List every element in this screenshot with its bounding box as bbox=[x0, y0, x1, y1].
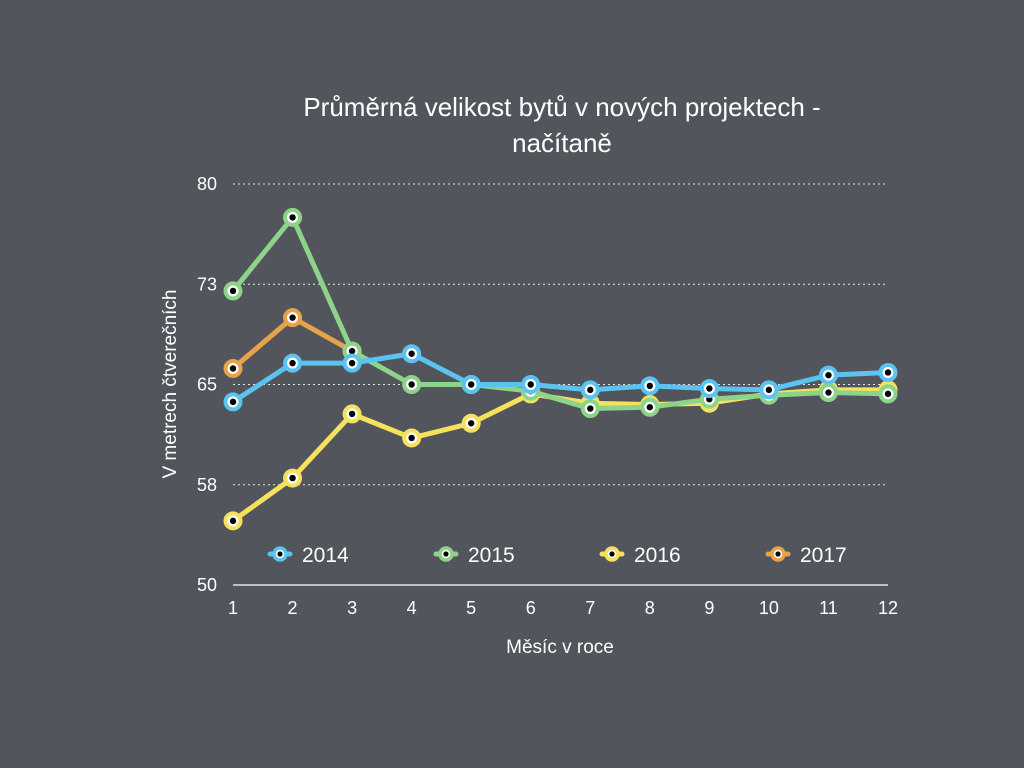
y-tick-label: 50 bbox=[197, 575, 217, 595]
legend-label: 2014 bbox=[302, 544, 349, 567]
data-point-center bbox=[706, 385, 713, 392]
x-tick-label: 4 bbox=[407, 598, 417, 618]
x-tick-label: 9 bbox=[704, 598, 714, 618]
x-tick-label: 10 bbox=[759, 598, 779, 618]
data-point-center bbox=[527, 381, 534, 388]
data-point-center bbox=[467, 420, 475, 427]
data-point-center bbox=[825, 389, 832, 396]
data-point-center bbox=[646, 382, 654, 390]
x-tick-label: 2 bbox=[288, 598, 298, 618]
y-tick-label: 73 bbox=[197, 274, 217, 294]
x-tick-label: 8 bbox=[645, 598, 655, 618]
legend-item-2014: 2014 bbox=[267, 544, 349, 567]
y-axis-title: V metrech čtverečních bbox=[160, 289, 181, 478]
data-point-center bbox=[348, 410, 356, 418]
data-point-center bbox=[289, 359, 296, 367]
data-point-center bbox=[289, 214, 296, 221]
x-tick-label: 7 bbox=[585, 598, 595, 618]
series-2016 bbox=[223, 380, 898, 531]
legend: 2014 2015 2016 2017 bbox=[267, 544, 847, 567]
data-point-center bbox=[408, 381, 415, 388]
x-axis-title: Měsíc v roce bbox=[506, 637, 614, 658]
data-point-center bbox=[348, 347, 356, 355]
data-point-center bbox=[765, 386, 773, 394]
data-point-center bbox=[587, 386, 594, 394]
data-point-center bbox=[229, 517, 237, 525]
data-point-center bbox=[289, 314, 296, 321]
data-point-center bbox=[229, 365, 237, 372]
legend-item-2016: 2016 bbox=[599, 544, 681, 567]
data-point-center bbox=[229, 398, 237, 406]
chart-title-line-1: Průměrná velikost bytů v nových projekte… bbox=[303, 92, 820, 122]
x-tick-label: 12 bbox=[878, 598, 898, 618]
x-axis-ticks: 1 2 3 4 5 6 7 8 9 10 11 12 bbox=[228, 598, 898, 618]
x-tick-label: 6 bbox=[526, 598, 536, 618]
y-tick-label: 65 bbox=[197, 375, 217, 395]
data-point-center bbox=[229, 287, 237, 295]
legend-item-2017: 2017 bbox=[765, 544, 847, 567]
x-tick-label: 1 bbox=[228, 598, 238, 618]
data-point-center bbox=[289, 474, 296, 482]
data-point-center bbox=[408, 434, 415, 442]
legend-swatch-center bbox=[277, 551, 283, 557]
series-line-2015 bbox=[230, 214, 891, 412]
y-tick-label: 80 bbox=[197, 174, 217, 194]
legend-item-2015: 2015 bbox=[433, 544, 515, 567]
x-tick-label: 5 bbox=[466, 598, 476, 618]
series-2014 bbox=[223, 344, 898, 412]
series-line-2014 bbox=[230, 351, 891, 405]
x-tick-label: 11 bbox=[819, 598, 838, 618]
gridlines bbox=[233, 183, 888, 586]
legend-swatch-center bbox=[775, 551, 781, 557]
series-line-2016 bbox=[230, 387, 891, 524]
series-layer bbox=[223, 207, 898, 531]
chart-title-line-2: načítaně bbox=[512, 128, 612, 158]
data-point-center bbox=[884, 369, 892, 376]
data-point-center bbox=[348, 359, 356, 367]
y-tick-label: 58 bbox=[197, 475, 217, 495]
legend-label: 2015 bbox=[468, 544, 515, 567]
legend-label: 2017 bbox=[800, 544, 847, 567]
data-point-center bbox=[646, 404, 654, 411]
x-tick-label: 3 bbox=[347, 598, 357, 618]
data-point-center bbox=[825, 371, 832, 379]
legend-swatch-center bbox=[609, 551, 615, 557]
data-point-center bbox=[467, 381, 475, 388]
data-point-center bbox=[587, 405, 594, 412]
y-axis-ticks: 80 73 65 58 50 bbox=[197, 174, 217, 595]
legend-swatch-center bbox=[443, 551, 449, 557]
data-point-center bbox=[408, 350, 415, 357]
legend-label: 2016 bbox=[634, 544, 681, 567]
data-point-center bbox=[884, 390, 892, 398]
